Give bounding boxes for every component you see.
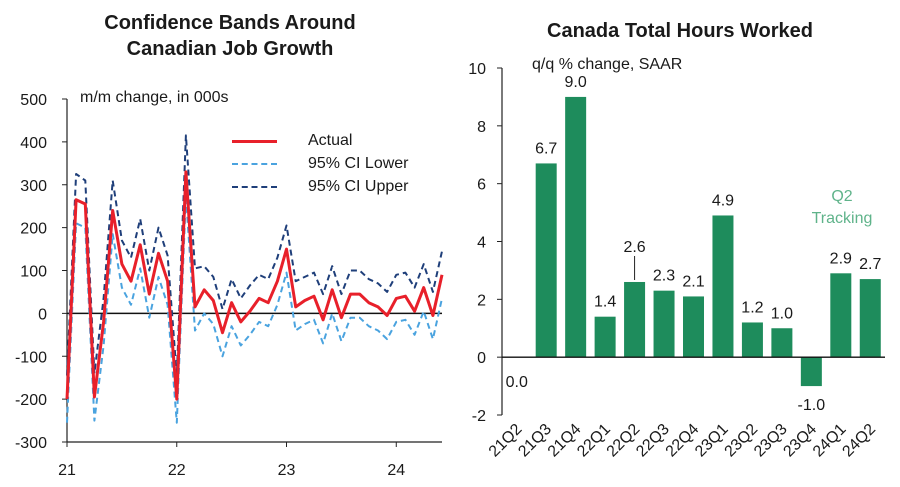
hours-worked-bar xyxy=(683,296,704,358)
line-chart-y-tick-label: -200 xyxy=(15,392,47,409)
bar-data-label: 9.0 xyxy=(565,74,587,91)
bar-data-label: 0.0 xyxy=(506,374,528,391)
line-chart-x-tick-label: 23 xyxy=(278,462,296,479)
line-chart-y-tick-label: 300 xyxy=(20,178,47,195)
bar-chart-y-tick-label: 2 xyxy=(477,292,486,309)
bar-chart-x-tick-label: 22Q4 xyxy=(663,421,703,461)
bar-chart-y-tick-label: 8 xyxy=(477,119,486,136)
bar-data-label: 2.6 xyxy=(623,239,645,256)
line-chart-y-tick-label: -100 xyxy=(15,349,47,366)
bar-data-label: 1.2 xyxy=(741,299,763,316)
bar-chart-x-tick-label: 21Q4 xyxy=(545,421,585,461)
hours-worked-bar xyxy=(771,328,793,358)
line-chart-x-tick-label: 24 xyxy=(387,462,405,479)
actual-series-line xyxy=(65,170,444,401)
bar-data-label: 2.9 xyxy=(830,250,852,267)
hours-worked-bar xyxy=(565,96,587,358)
hours-worked-unit-label: q/q % change, SAAR xyxy=(532,56,683,73)
bar-chart-y-tick-label: -2 xyxy=(472,408,486,425)
bar-chart-x-tick-label: 23Q3 xyxy=(751,421,791,461)
bar-chart-y-tick-label: 6 xyxy=(477,177,486,194)
ci-lower-series-line xyxy=(66,194,443,424)
hours-worked-bar xyxy=(624,281,646,358)
bar-data-label: 2.7 xyxy=(859,256,881,273)
bar-chart-x-tick-label: 23Q2 xyxy=(722,421,762,461)
legend-label-ci-upper: 95% CI Upper xyxy=(308,178,409,195)
ci-upper-series-line xyxy=(66,134,443,377)
job-growth-title: Confidence Bands Around Canadian Job Gro… xyxy=(20,10,440,62)
q2-tracking-annotation: Q2 Tracking xyxy=(802,186,882,230)
bar-data-label: 2.1 xyxy=(682,273,704,290)
bar-chart-x-tick-label: 21Q2 xyxy=(486,421,526,461)
bar-data-label: 2.3 xyxy=(653,268,675,285)
bar-data-label: 4.9 xyxy=(712,192,734,209)
hours-worked-bar xyxy=(653,290,675,358)
bar-chart-x-tick-label: 21Q3 xyxy=(515,421,555,461)
legend-swatch-ci-upper xyxy=(232,186,277,188)
job-growth-title-line2: Canadian Job Growth xyxy=(126,38,334,60)
hours-worked-bar xyxy=(741,322,763,358)
line-chart-x-tick-label: 21 xyxy=(58,462,76,479)
hours-worked-bar xyxy=(712,215,734,358)
hours-worked-title: Canada Total Hours Worked xyxy=(547,20,813,42)
bar-chart-y-tick-label: 0 xyxy=(477,350,486,367)
job-growth-unit-label: m/m change, in 000s xyxy=(80,89,229,106)
legend-label-actual: Actual xyxy=(308,132,353,149)
bar-chart-y-tick-label: 4 xyxy=(477,235,486,252)
bar-chart-x-tick-label: 24Q1 xyxy=(810,421,850,461)
legend-swatch-ci-lower xyxy=(232,163,277,165)
hours-worked-bar xyxy=(594,316,616,358)
q2-tracking-line2: Tracking xyxy=(811,210,873,227)
bar-data-label: -1.0 xyxy=(798,397,826,414)
line-chart-y-tick-label: -300 xyxy=(15,435,47,452)
line-chart-x-tick-label: 22 xyxy=(168,462,186,479)
legend-label-ci-lower: 95% CI Lower xyxy=(308,155,409,172)
bar-chart-x-tick-label: 24Q2 xyxy=(839,421,879,461)
bar-data-label: 1.0 xyxy=(771,305,793,322)
job-growth-line-chart: 500 400 300 200 100 0 -100 -200 -300 21 22 23 24 xyxy=(15,92,444,479)
job-growth-panel: Confidence Bands Around Canadian Job Gro… xyxy=(15,10,444,479)
legend-swatch-actual xyxy=(232,140,277,143)
line-chart-y-tick-label: 100 xyxy=(20,264,47,281)
hours-worked-bar xyxy=(800,357,822,387)
bar-chart-x-tick-label: 23Q4 xyxy=(780,421,820,461)
hours-worked-bar xyxy=(535,163,557,358)
line-chart-y-tick-label: 500 xyxy=(20,92,47,109)
bar-chart-x-tick-label: 23Q1 xyxy=(692,421,732,461)
job-growth-title-line1: Confidence Bands Around xyxy=(104,12,356,34)
line-chart-y-tick-label: 200 xyxy=(20,221,47,238)
line-chart-y-tick-label: 0 xyxy=(38,306,47,323)
bar-chart-x-tick-label: 22Q1 xyxy=(574,421,614,461)
bar-chart-x-tick-label: 22Q2 xyxy=(604,421,644,461)
hours-worked-bar-chart: 10 8 6 4 2 0 -2 0.0 21Q2 6.7 21Q3 9.0 21Q4 1.4 22Q1 2.6… xyxy=(468,61,885,461)
hours-worked-panel: Canada Total Hours Worked q/q % change, … xyxy=(450,0,900,487)
bar-chart-x-tick-label: 22Q3 xyxy=(633,421,673,461)
hours-worked-bar xyxy=(830,273,852,358)
bar-chart-y-tick-label: 10 xyxy=(468,61,486,78)
hours-worked-bar xyxy=(859,279,881,358)
q2-tracking-line1: Q2 xyxy=(831,188,853,205)
bar-data-label: 6.7 xyxy=(535,140,557,157)
bar-data-label: 1.4 xyxy=(594,294,616,311)
line-chart-y-tick-label: 400 xyxy=(20,135,47,152)
